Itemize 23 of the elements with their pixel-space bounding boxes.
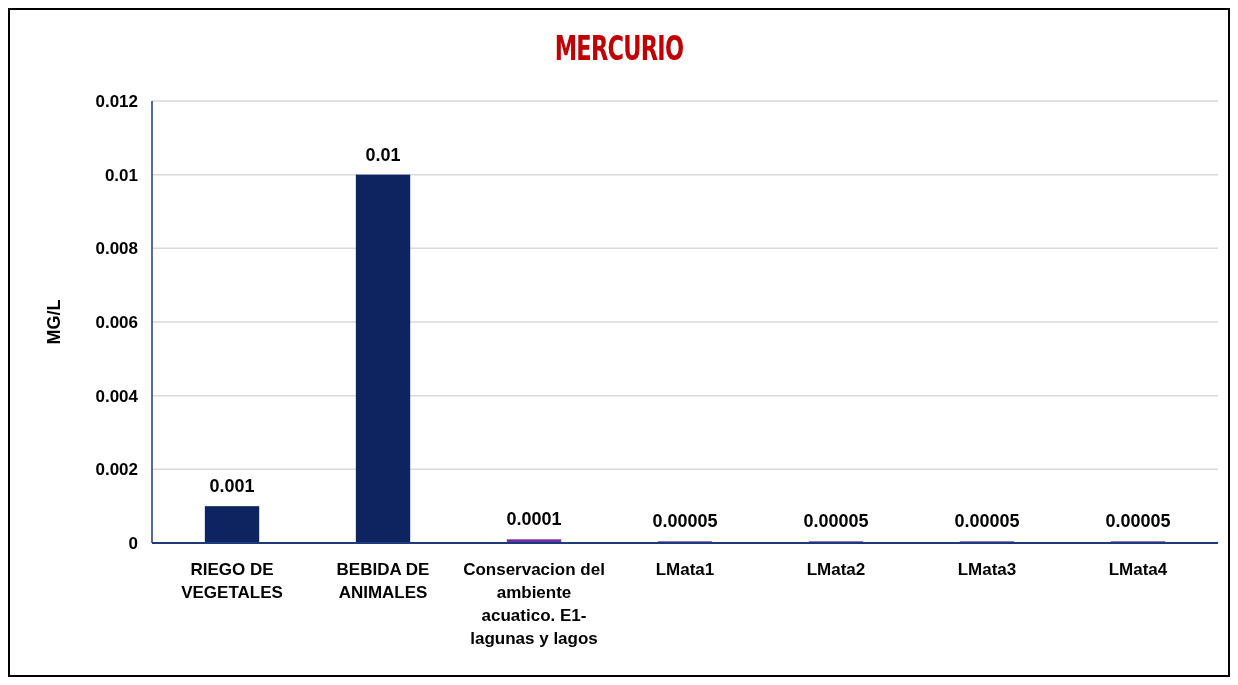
data-label: 0.00005 <box>954 511 1020 532</box>
x-tick-label: LMata1 <box>655 560 715 579</box>
x-tick-label: LMata4 <box>1108 560 1168 579</box>
data-label: 0.0001 <box>506 509 562 530</box>
x-tick-label: LMata2 <box>806 560 866 579</box>
chart-title: MERCURIO <box>554 29 684 69</box>
x-tick-label: RIEGO DE VEGETALES <box>181 560 283 602</box>
y-tick-label: 0.01 <box>104 165 138 185</box>
data-label: 0.001 <box>209 476 255 497</box>
y-axis-title: MG/L <box>44 299 64 345</box>
data-label: 0.00005 <box>803 511 869 532</box>
x-tick-label: LMata3 <box>957 560 1017 579</box>
x-tick-label: Conservacion del ambiente acuatico. E1-lagunas y lagos <box>463 560 605 648</box>
x-tick-label: BEBIDA DE ANIMALES <box>336 560 430 602</box>
y-tick-label: 0.004 <box>95 386 139 406</box>
y-tick-label: 0 <box>128 533 138 553</box>
y-tick-label: 0.012 <box>95 91 138 111</box>
y-tick-label: 0.008 <box>95 239 138 259</box>
y-tick-label: 0.006 <box>95 312 138 332</box>
y-tick-label: 0.002 <box>95 460 138 480</box>
data-label: 0.01 <box>365 144 401 165</box>
data-label: 0.00005 <box>1105 511 1171 532</box>
data-label: 0.00005 <box>652 511 718 532</box>
